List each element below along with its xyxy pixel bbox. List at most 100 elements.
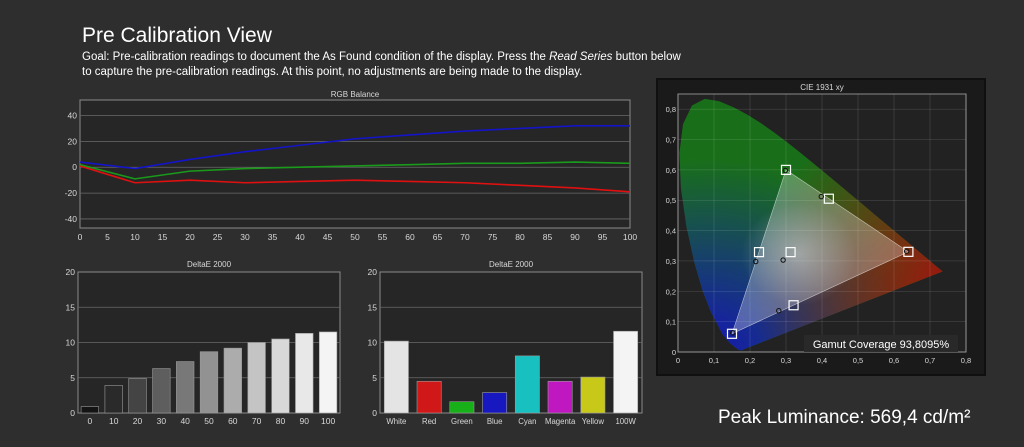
deltae-gray-bar [271,338,290,414]
deltae-gray-x-tick-label: 60 [228,416,238,426]
rgb-series-line-2 [79,125,630,170]
deltae-gray-bar [152,368,171,414]
deltae-gray-bar [80,406,100,414]
deltae-gray-bar [128,378,147,414]
deltae-gray-y-tick-label: 20 [66,267,76,277]
cie-measured-point [730,330,736,336]
deltae-color-x-tick-label: Green [451,417,473,426]
rgb-y-tick-label: -40 [65,214,78,224]
rgb-x-tick-label: 40 [295,232,305,242]
deltae-color-bar [580,376,606,414]
goal-text-prefix: Goal: Pre-calibration readings to docume… [82,51,550,63]
gamut-coverage-label: Gamut Coverage 93,8095% [813,339,950,351]
deltae-gray-x-tick-label: 70 [252,416,262,426]
page-title: Pre Calibration View [82,24,272,47]
cie-measured-point [780,257,786,263]
rgb-x-tick-label: 55 [378,232,388,242]
deltae-color-x-tick-label: Magenta [545,417,576,426]
deltae-color-y-tick-label: 5 [372,373,377,383]
cie-x-tick-label: 0,3 [781,356,791,365]
cie-target-point [780,164,792,175]
cie-x-tick-label: 0 [676,356,680,365]
deltae-color-x-tick-label: Yellow [582,417,605,426]
gamut-coverage-box [804,335,958,352]
cie-measured-point [776,308,782,314]
rgb-x-tick-label: 60 [405,232,415,242]
rgb-x-tick-label: 20 [185,232,195,242]
rgb-y-tick-label: 20 [68,136,78,146]
rgb-x-tick-label: 90 [570,232,580,242]
rgb-x-tick-label: 10 [130,232,140,242]
rgb-x-tick-label: 35 [268,232,278,242]
rgb-y-tick-label: -20 [65,188,78,198]
deltae-gray-y-tick-label: 5 [70,373,75,383]
deltae-gray-y-tick-label: 0 [70,408,75,418]
rgb-y-tick-label: 0 [72,162,77,172]
cie-target-gamut-triangle [732,169,909,334]
deltae-gray-bar [318,331,338,414]
deltae-colors-chart: DeltaE 2000 0 5 10 15 20 White Red Green Blue Cyan… [368,260,643,426]
cie-y-tick-label: 0,2 [666,287,676,296]
cie-y-tick-label: 0,3 [666,257,676,266]
cie-y-tick-label: 0,7 [666,136,676,145]
deltae-color-x-tick-label: Red [422,417,436,426]
deltae-gray-x-tick-label: 80 [276,416,286,426]
deltae-gray-bar [104,385,123,414]
peak-luminance: Peak Luminance: 569,4 cd/m² [718,407,971,428]
rgb-x-tick-label: 70 [460,232,470,242]
goal-text-suffix: button below to capture the pre-calibrat… [82,51,681,78]
deltae-gray-x-tick-label: 40 [180,416,190,426]
rgb-x-tick-label: 80 [515,232,525,242]
cie-target-gamut-outline [731,169,910,335]
cie-target-point [726,328,738,339]
cie-target-point [753,247,765,258]
deltae-color-x-tick-label: White [386,417,406,426]
cie-x-tick-label: 0,1 [709,356,719,365]
rgb-x-tick-label: 5 [105,232,110,242]
cie-x-tick-label: 0,8 [961,356,971,365]
rgb-x-tick-label: 0 [78,232,83,242]
rgb-x-tick-label: 85 [543,232,553,242]
cie-y-tick-label: 0,6 [666,166,676,175]
deltae-gray-bar [295,333,314,414]
deltae-gray-x-tick-label: 0 [88,416,93,426]
cie-x-tick-label: 0,6 [889,356,899,365]
deltae-gray-x-tick-label: 30 [157,416,167,426]
deltae-color-bar [514,355,540,414]
deltae-color-x-tick-label: 100W [615,417,636,426]
cie-y-tick-label: 0 [672,348,676,357]
rgb-x-tick-label: 50 [350,232,360,242]
deltae-color-y-tick-label: 10 [368,338,378,348]
rgb-series-line-0 [79,165,631,193]
cie-measured-point [903,248,910,254]
rgb-x-tick-label: 100 [623,232,637,242]
cie-target-point [788,300,799,311]
cie-chart-frame: CIE 1931 xy 0 0,1 0,2 0,3 0,4 0,5 0,6 0,7 0,8 0,8 0… [656,78,986,376]
cie-x-tick-label: 0,5 [853,356,863,365]
rgb-x-tick-label: 75 [488,232,498,242]
deltae-gray-bar [199,351,219,414]
cie-target-point [823,193,834,204]
cie-x-tick-label: 0,7 [925,356,935,365]
rgb-x-tick-label: 95 [598,232,608,242]
deltae-gray-x-tick-label: 50 [204,416,214,426]
cie-y-tick-label: 0,5 [666,196,676,205]
deltae-color-bar [613,330,639,414]
deltae-color-bar [482,392,508,414]
deltae-gray-x-tick-label: 90 [300,416,310,426]
deltae-gray-x-tick-label: 100 [321,416,335,426]
deltae-gray-bar [176,361,195,414]
cie-y-tick-label: 0,4 [666,227,676,236]
deltae-gray-y-tick-label: 10 [66,338,76,348]
deltae-gray-x-tick-label: 10 [109,416,119,426]
rgb-y-tick-label: 40 [68,111,78,121]
deltae-gray-bar [223,347,242,414]
deltae-grayscale-chart: DeltaE 2000 0 5 10 15 20 0 10 20 30 40 50 60 70 80 90 10… [66,260,341,426]
rgb-x-tick-label: 30 [240,232,250,242]
deltae-color-chart-title: DeltaE 2000 [489,260,534,269]
deltae-color-x-tick-label: Blue [487,417,503,426]
cie-1931-chart: CIE 1931 xy 0 0,1 0,2 0,3 0,4 0,5 0,6 0,7 0,8 0,8 0… [666,83,972,365]
deltae-color-bar [449,401,475,414]
deltae-gray-bar [247,342,266,414]
